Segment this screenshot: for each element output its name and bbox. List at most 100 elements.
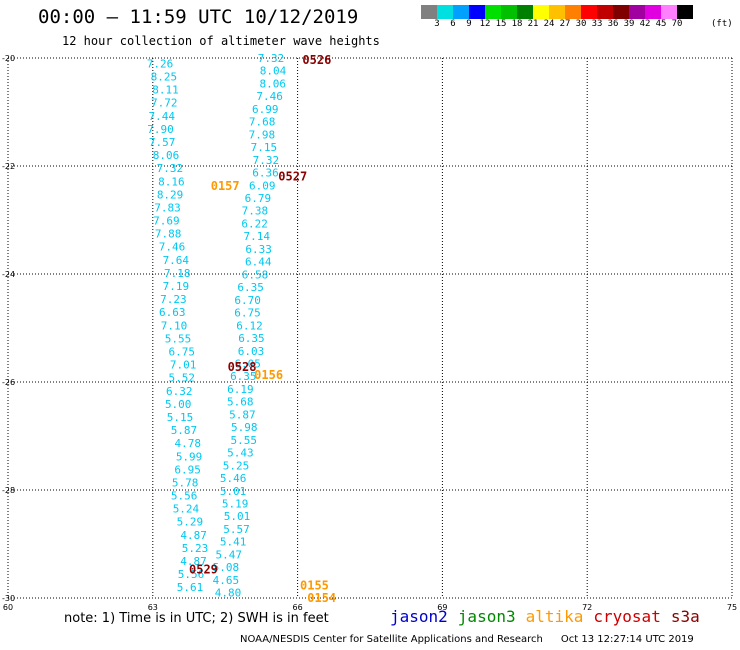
wave-height-point: 5.52 (169, 372, 196, 385)
pass-label: 0156 (254, 368, 283, 382)
wave-height-point: 7.10 (161, 319, 188, 332)
wave-height-point: 5.08 (213, 561, 240, 574)
wave-height-point: 8.11 (152, 84, 179, 97)
wave-height-point: 5.87 (171, 424, 198, 437)
wave-height-point: 6.36 (252, 167, 279, 180)
legend-labels: 3 6 9 12 15 18 21 24 27 30 33 36 39 42 45 70 (421, 19, 693, 29)
wave-height-point: 7.98 (249, 128, 276, 141)
legend-swatch (597, 5, 613, 19)
map-title: 00:00 – 11:59 UTC 10/12/2019 (38, 6, 359, 28)
legend-swatch (501, 5, 517, 19)
pass-label: 0527 (278, 170, 307, 184)
legend-label: 6 (450, 19, 456, 29)
pass-label: 0157 (211, 179, 240, 193)
pass-label: 0528 (228, 360, 257, 374)
legend-unit: (ft) (711, 19, 733, 29)
legend-swatch (453, 5, 469, 19)
satellite-altika: altika (525, 607, 584, 626)
x-tick-label: 60 (3, 603, 13, 612)
legend-label: 33 (591, 19, 603, 29)
wave-height-point: 5.78 (172, 476, 199, 489)
wave-height-point: 6.12 (236, 319, 263, 332)
y-tick-label: -24 (2, 270, 15, 279)
pass-label: 0529 (189, 562, 218, 576)
wave-height-point: 7.32 (157, 162, 184, 175)
wave-height-point: 6.03 (238, 345, 265, 358)
wave-height-point: 6.70 (234, 294, 261, 307)
satellite-cryosat: cryosat (593, 607, 661, 626)
legend-label: 24 (543, 19, 555, 29)
wave-height-point: 7.44 (148, 110, 175, 123)
wave-height-point: 5.61 (177, 581, 204, 594)
wave-height-point: 8.06 (153, 149, 180, 162)
footer-timestamp: Oct 13 12:27:14 UTC 2019 (560, 634, 694, 645)
color-scale-legend: 3 6 9 12 15 18 21 24 27 30 33 36 39 42 45 70 (ft) (421, 5, 733, 29)
wave-height-point: 5.15 (167, 411, 194, 424)
legend-label: 9 (466, 19, 472, 29)
legend-swatch (645, 5, 661, 19)
wave-height-point: 5.29 (177, 516, 204, 529)
wave-height-point: 5.99 (176, 450, 203, 463)
wave-height-point: 7.90 (147, 123, 174, 136)
legend-label: 39 (623, 19, 635, 29)
legend-label: 45 (655, 19, 667, 29)
wave-height-point: 6.44 (245, 256, 272, 269)
wave-height-point: 4.78 (174, 437, 201, 450)
wave-height-point: 8.25 (151, 70, 178, 83)
legend-label: 27 (559, 19, 571, 29)
wave-height-point: 5.19 (222, 498, 249, 511)
legend-swatch (549, 5, 565, 19)
wave-height-point: 5.00 (165, 398, 192, 411)
legend-swatch (629, 5, 645, 19)
footer-credit: NOAA/NESDIS Center for Satellite Applica… (240, 634, 543, 645)
legend-label: 70 (671, 19, 683, 29)
wave-height-point: 6.95 (174, 463, 201, 476)
wave-height-point: 5.56 (171, 490, 198, 503)
x-tick-label: 66 (293, 603, 303, 612)
x-tick-label: 69 (437, 603, 447, 612)
legend-label: 42 (639, 19, 651, 29)
wave-height-point: 7.32 (253, 154, 280, 167)
y-tick-label: -20 (2, 54, 15, 63)
wave-height-point: 7.88 (155, 228, 182, 241)
pass-label: 0155 (300, 579, 329, 593)
wave-height-point: 7.23 (160, 293, 187, 306)
wave-height-point: 7.18 (164, 267, 191, 280)
wave-height-point: 4.80 (215, 587, 242, 600)
legend-label: 3 (434, 19, 440, 29)
wave-height-point: 5.46 (220, 472, 247, 485)
y-tick-label: -28 (2, 486, 15, 495)
x-tick-label: 75 (727, 603, 737, 612)
y-tick-label: -26 (2, 378, 15, 387)
pass-label: 0526 (302, 53, 331, 67)
legend-swatch (661, 5, 677, 19)
note-text: note: 1) Time is in UTC; 2) SWH is in fe… (64, 611, 329, 626)
x-tick-label: 63 (148, 603, 158, 612)
wave-height-point: 6.75 (169, 345, 196, 358)
wave-height-point: 5.56 (178, 568, 205, 581)
wave-height-point: 4.87 (180, 529, 207, 542)
wave-height-point: 7.46 (256, 90, 283, 103)
wave-height-point: 5.43 (227, 447, 254, 460)
wave-height-point: 6.63 (159, 306, 186, 319)
wave-height-point: 6.33 (245, 243, 272, 256)
legend-swatch (613, 5, 629, 19)
legend-label: 30 (575, 19, 587, 29)
wave-height-point: 7.83 (154, 201, 181, 214)
legend-swatch (533, 5, 549, 19)
satellite-legend: jason2 jason3 altika cryosat s3a (390, 607, 710, 626)
wave-height-point: 8.29 (157, 188, 184, 201)
wave-height-point: 6.35 (238, 332, 265, 345)
y-tick-label: -30 (2, 594, 15, 603)
wave-height-point: 7.15 (251, 141, 278, 154)
wave-height-point: 5.01 (224, 510, 251, 523)
y-tick-label: -22 (2, 162, 15, 171)
wave-height-point: 8.16 (158, 175, 185, 188)
legend-label: 15 (495, 19, 507, 29)
wave-height-point: 7.68 (249, 116, 276, 129)
wave-height-point: 7.38 (242, 205, 269, 218)
legend-label: 18 (511, 19, 523, 29)
wave-height-point: 7.72 (151, 97, 178, 110)
legend-swatch (677, 5, 693, 19)
wave-height-point: 5.01 (220, 485, 247, 498)
